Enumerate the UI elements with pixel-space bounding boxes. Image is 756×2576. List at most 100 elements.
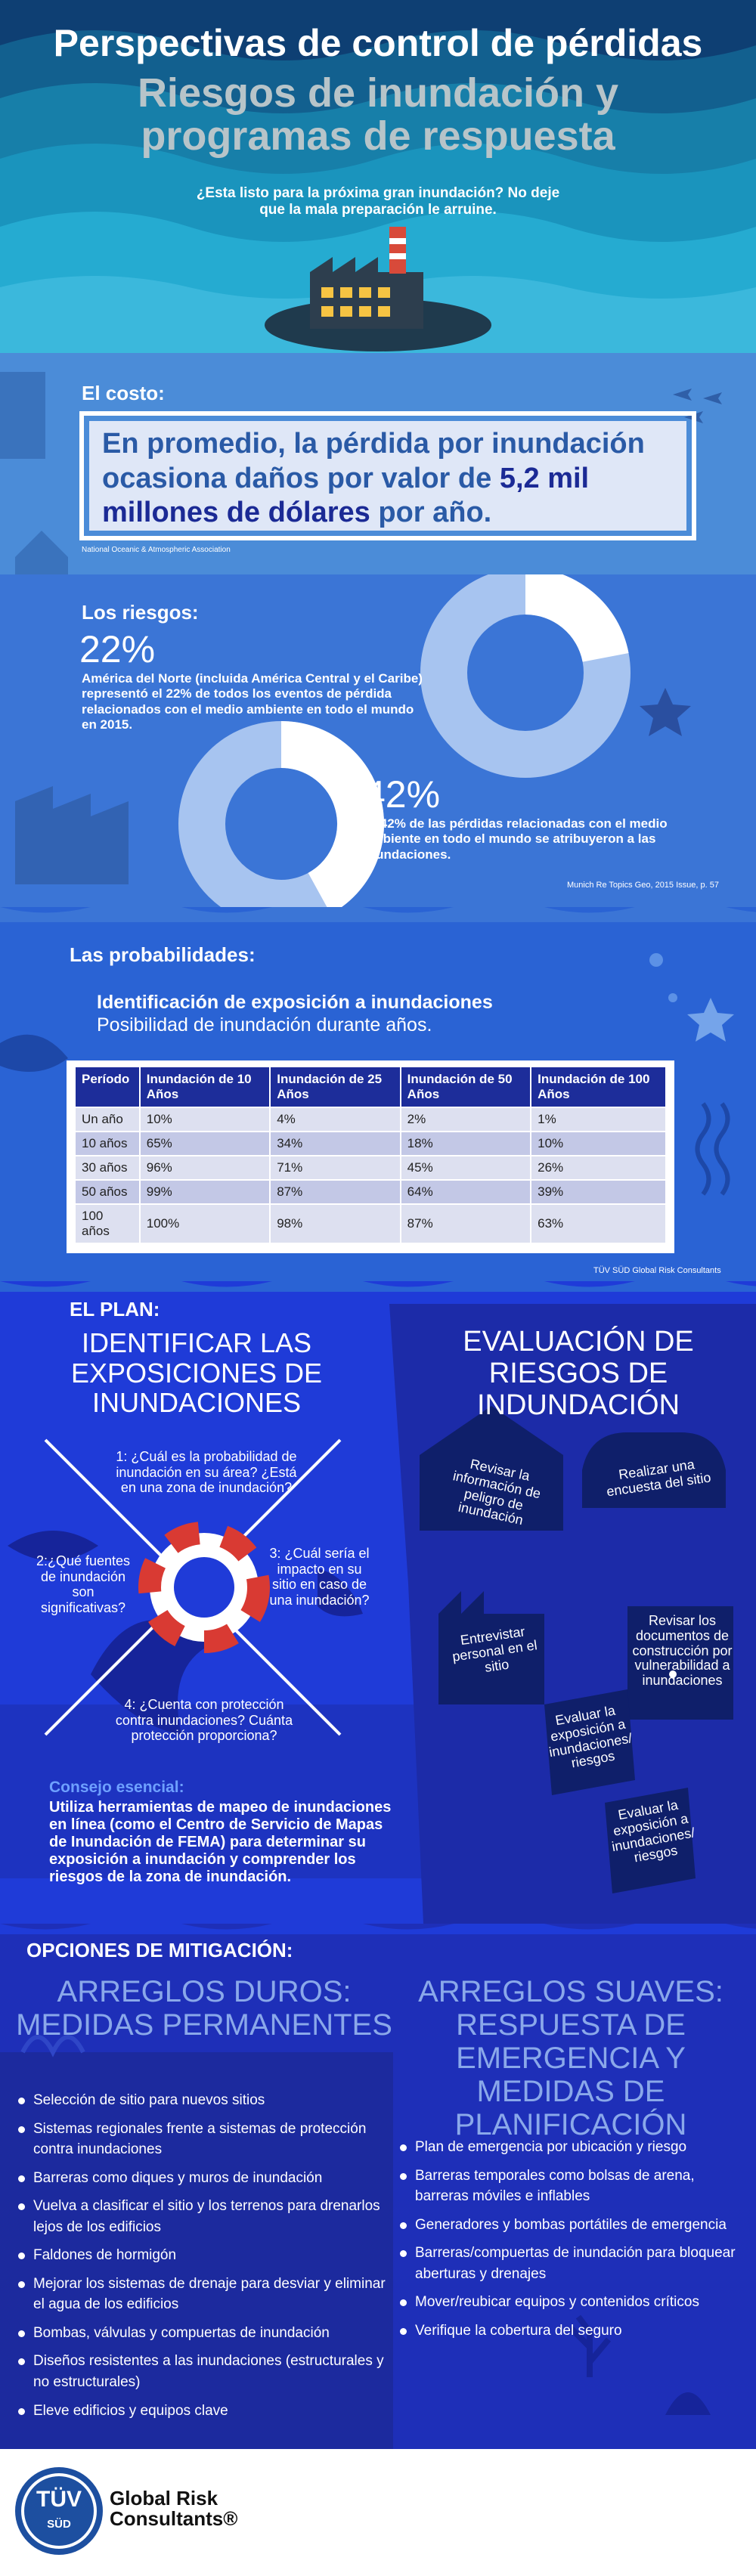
table-cell: 65%	[138, 1131, 271, 1156]
hard-item: Vuelva a clasificar el sitio y los terre…	[15, 2196, 386, 2237]
table-cell: 100%	[138, 1203, 271, 1244]
hard-item: Mejorar los sistemas de drenaje para des…	[15, 2274, 386, 2315]
table-cell: 10 años	[74, 1131, 141, 1156]
soft-item: Generadores y bombas portátiles de emerg…	[397, 2215, 745, 2236]
hard-item: Diseños resistentes a las inundaciones (…	[15, 2351, 386, 2392]
cost-source: National Oceanic & Atmospheric Associati…	[82, 546, 231, 554]
probabilities-source: TÜV SÜD Global Risk Consultants	[593, 1266, 721, 1275]
logo-top: TÜV	[36, 2487, 82, 2512]
cost-heading: El costo:	[82, 382, 165, 404]
cost-text-before: En promedio, la pérdida por inundación o…	[102, 428, 645, 494]
table-cell: 34%	[269, 1131, 401, 1156]
tip-heading: Consejo esencial:	[49, 1779, 184, 1796]
footer-logo-graphic: TÜV SÜD	[15, 2467, 103, 2555]
table-cell: 30 años	[74, 1155, 141, 1181]
plan-heading: EL PLAN:	[70, 1298, 160, 1321]
mitigation-section: OPCIONES DE MITIGACIÓN: ARREGLOS DUROS: …	[0, 1924, 756, 2449]
tagline: ¿Esta listo para la próxima gran inundac…	[196, 185, 560, 218]
hard-item: Selección de sitio para nuevos sitios	[15, 2090, 386, 2111]
question-1: 1: ¿Cuál es la probabilidad de inundació…	[116, 1449, 297, 1496]
table-cell: 2%	[399, 1107, 532, 1132]
soft-item: Verifique la cobertura del seguro	[397, 2321, 745, 2342]
hard-item: Faldones de hormigón	[15, 2245, 386, 2266]
table-header-cell: Inundación de 100 Años	[530, 1066, 667, 1108]
table-cell: 98%	[269, 1203, 401, 1244]
risks-section: Los riesgos: 22% América del Norte (incl…	[0, 574, 756, 907]
soft-item: Barreras/compuertas de inundación para b…	[397, 2243, 745, 2284]
soft-item: Plan de emergencia por ubicación y riesg…	[397, 2137, 745, 2158]
table-cell: 39%	[530, 1179, 667, 1205]
risks-graphic	[15, 574, 691, 907]
plan-decor	[0, 1281, 756, 1924]
table-cell: 71%	[269, 1155, 401, 1181]
table-cell: 100 años	[74, 1203, 141, 1244]
table-row: 30 años 96% 71% 45% 26%	[74, 1155, 667, 1181]
table-row: 50 años 99% 87% 64% 39%	[74, 1179, 667, 1205]
tip: Utiliza herramientas de mapeo de inundac…	[49, 1799, 392, 1885]
plan-section: EL PLAN: IDENTIFICAR LAS EXPOSICIONES DE…	[0, 1281, 756, 1924]
table-header-row: Período Inundación de 10 Años Inundación d…	[74, 1066, 667, 1108]
table-row: 100 años 100% 98% 87% 63%	[74, 1203, 667, 1244]
mitigation-heading: OPCIONES DE MITIGACIÓN:	[26, 1939, 293, 1961]
question-3: 3: ¿Cuál sería el impacto en su sitio en…	[269, 1546, 370, 1608]
header-waves	[0, 0, 756, 353]
table-header-cell: Inundación de 50 Años	[399, 1066, 532, 1108]
table-cell: 10%	[138, 1107, 271, 1132]
table-subtitle: Posibilidad de inundación durante años.	[97, 1014, 432, 1036]
plan-left-title: IDENTIFICAR LAS EXPOSICIONES DE INUNDACI…	[70, 1327, 323, 1419]
question-4: 4: ¿Cuenta con protección contra inundac…	[115, 1697, 293, 1744]
table-cell: 1%	[530, 1107, 667, 1132]
probability-table: Período Inundación de 10 Años Inundación d…	[74, 1066, 667, 1244]
table-cell: 87%	[399, 1203, 532, 1244]
table-cell: 87%	[269, 1179, 401, 1205]
table-cell: 10%	[530, 1131, 667, 1156]
soft-list: Plan de emergencia por ubicación y riesg…	[397, 2137, 745, 2348]
hard-item: Sistemas regionales frente a sistemas de…	[15, 2119, 386, 2160]
step-4: Revisar los documentos de construcción p…	[632, 1613, 733, 1689]
title: Perspectivas de control de pérdidas	[53, 22, 703, 64]
table-cell: 18%	[399, 1131, 532, 1156]
table-cell: 45%	[399, 1155, 532, 1181]
donut-segment	[280, 721, 384, 907]
table-title: Identificación de exposición a inundacio…	[97, 992, 493, 1013]
risks-heading: Los riesgos:	[82, 601, 199, 624]
question-2: 2:¿Qué fuentes de inundación son signifi…	[36, 1553, 131, 1616]
footer: TÜV SÜD Global Risk Consultants®	[0, 2449, 756, 2576]
risks-source: Munich Re Topics Geo, 2015 Issue, p. 57	[567, 881, 719, 890]
table-header-cell: Inundación de 10 Años	[138, 1066, 271, 1108]
cost-text: En promedio, la pérdida por inundación o…	[102, 427, 677, 531]
hard-list: Selección de sitio para nuevos sitios Sis…	[15, 2090, 386, 2429]
logo-bottom: SÜD	[47, 2518, 71, 2531]
hard-item: Barreras como diques y muros de inundaci…	[15, 2168, 386, 2189]
subtitle: Riesgos de inundación y programas de res…	[137, 70, 619, 159]
table-cell: 63%	[530, 1203, 667, 1244]
probabilities-section: Las probabilidades: Identificación de ex…	[0, 907, 756, 1281]
table-cell: 96%	[138, 1155, 271, 1181]
table-cell: 99%	[138, 1179, 271, 1205]
cost-section: El costo: En promedio, la pérdida por in…	[0, 353, 756, 574]
hard-item: Eleve edificios y equipos clave	[15, 2401, 386, 2422]
cost-text-after: por año.	[370, 497, 492, 529]
table-row: Un año 10% 4% 2% 1%	[74, 1107, 667, 1132]
brand: Global Risk Consultants®	[110, 2487, 238, 2531]
soft-item: Barreras temporales como bolsas de arena…	[397, 2166, 745, 2207]
probabilities-heading: Las probabilidades:	[70, 943, 256, 966]
plan-right-title: EVALUACIÓN DE RIESGOS DE INDUNDACIÓN	[463, 1326, 694, 1421]
header: Perspectivas de control de pérdidas Ries…	[0, 0, 756, 353]
mitigation-decor	[0, 1924, 756, 2449]
cost-decor	[0, 372, 722, 574]
table-header-cell: Inundación de 25 Años	[269, 1066, 401, 1108]
risk-text-1: América del Norte (incluida América Cent…	[82, 671, 423, 732]
cost-highlight: 5,2 mil millones de dólares	[102, 462, 590, 529]
table-header-cell: Período	[74, 1066, 141, 1108]
table-cell: 64%	[399, 1179, 532, 1205]
table-wrap: Período Inundación de 10 Años Inundación d…	[74, 1066, 667, 1244]
risk-label-1: 22%	[79, 628, 156, 670]
donut-segment	[524, 574, 629, 663]
risk-label-2: 42%	[364, 773, 441, 816]
table-cell: Un año	[74, 1107, 141, 1132]
risk-text-2: El 42% de las pérdidas relacionadas con …	[364, 816, 668, 862]
soft-item: Mover/reubicar equipos y contenidos crít…	[397, 2292, 745, 2313]
hard-item: Bombas, válvulas y compuertas de inundac…	[15, 2323, 386, 2344]
